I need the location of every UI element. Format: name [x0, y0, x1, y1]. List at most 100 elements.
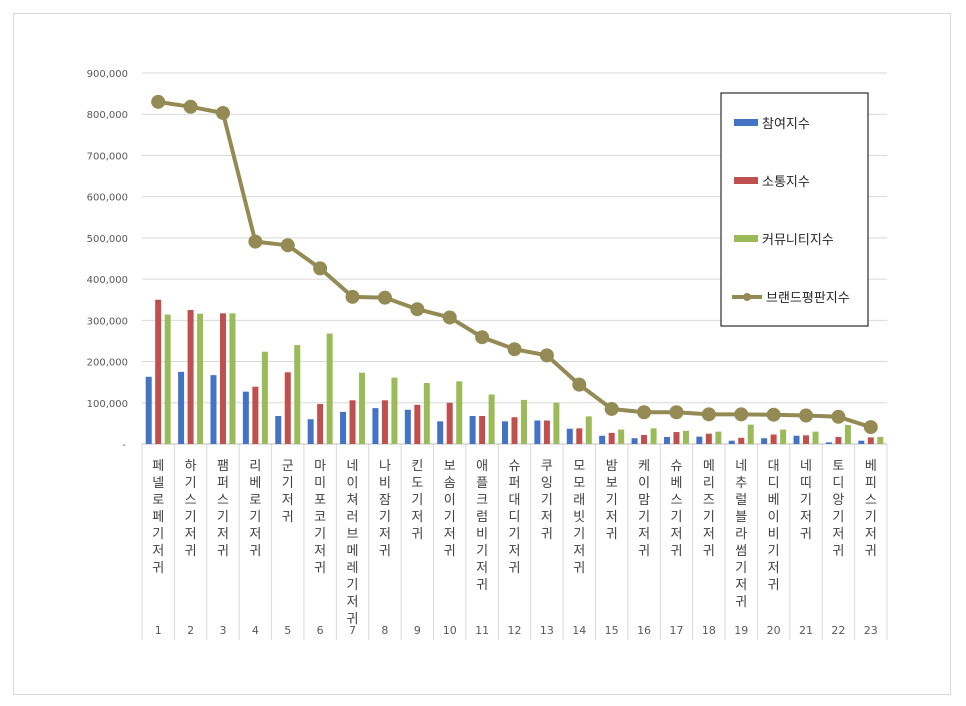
bar-2	[446, 402, 453, 444]
bar-3	[844, 425, 851, 444]
bar-2	[511, 417, 518, 444]
bar-2	[576, 428, 583, 444]
line-marker	[539, 348, 554, 363]
legend-label: 커뮤니티지수	[762, 233, 834, 248]
bar-2	[219, 313, 226, 444]
bar-1	[242, 391, 249, 444]
bar-3	[488, 394, 495, 444]
legend-swatch	[734, 119, 758, 126]
rank-label: 17	[669, 624, 683, 637]
rank-label: 6	[317, 624, 324, 637]
rank-label: 12	[508, 624, 522, 637]
line-marker	[377, 290, 392, 305]
line-marker	[637, 405, 652, 420]
rank-label: 1	[155, 624, 162, 637]
rank-label: 18	[702, 624, 716, 637]
legend-label: 브랜드평판지수	[766, 291, 850, 306]
bar-2	[770, 434, 777, 444]
line-marker	[345, 289, 360, 304]
line-marker	[215, 105, 230, 120]
y-tick-label: 300,000	[87, 316, 128, 327]
y-tick-label: 200,000	[87, 358, 128, 369]
bar-1	[145, 376, 152, 444]
bar-1	[469, 415, 476, 444]
bar-1	[663, 436, 670, 444]
bar-3	[423, 382, 430, 444]
bar-2	[187, 310, 194, 444]
rank-label: 15	[605, 624, 619, 637]
y-tick-label: 900,000	[87, 69, 128, 80]
line-marker	[863, 420, 878, 435]
rank-label: 2	[187, 624, 194, 637]
line-marker	[669, 405, 684, 420]
bar-3	[715, 431, 722, 444]
x-axis: 페 넬 로 페 기 저 귀 1 하 기 스 기 저 귀 2 팸 퍼 스 기 저 귀 3 리 베 로 기 저 귀 4 군 기 저 귀 5 마 미 포 코 기 저…	[141, 443, 888, 640]
bar-2	[705, 433, 712, 444]
bar-3	[197, 313, 204, 444]
rank-label: 9	[414, 624, 421, 637]
bar-3	[650, 428, 657, 444]
bar-3	[521, 399, 527, 444]
y-tick-label: 500,000	[87, 234, 128, 245]
y-tick-label: 400,000	[87, 275, 128, 286]
rank-label: 23	[864, 624, 878, 637]
legend-label: 참여지수	[762, 117, 810, 132]
y-tick-label: -	[122, 440, 126, 451]
bar-1	[178, 371, 185, 444]
bar-1	[761, 438, 768, 444]
bar-1	[307, 419, 314, 444]
rank-label: 21	[799, 624, 813, 637]
bar-2	[608, 432, 615, 444]
bar-3	[261, 351, 268, 444]
bar-3	[812, 431, 819, 444]
line-marker	[442, 310, 457, 325]
bar-1	[502, 421, 508, 444]
bar-3	[456, 381, 463, 444]
line-marker	[507, 342, 522, 357]
y-tick-label: 600,000	[87, 193, 128, 204]
bar-1	[534, 420, 541, 444]
legend-label: 소통지수	[762, 175, 810, 190]
bar-1	[631, 438, 638, 444]
bar-1	[437, 421, 444, 444]
y-axis: - 100,000 200,000 300,000 400,000 500,000 600,…	[87, 69, 128, 451]
rank-label: 11	[475, 624, 489, 637]
bar-3	[553, 402, 560, 444]
line-marker	[475, 330, 490, 345]
bar-2	[543, 420, 550, 444]
bar-1	[793, 435, 800, 444]
bar-3	[618, 429, 625, 444]
legend-marker	[743, 293, 751, 301]
rank-label: 10	[443, 624, 457, 637]
line-marker	[248, 234, 263, 249]
bar-1	[210, 375, 217, 444]
rank-label: 8	[381, 624, 388, 637]
bar-2	[414, 404, 421, 444]
bar-2	[349, 400, 356, 444]
y-tick-label: 800,000	[87, 110, 128, 121]
bar-1	[728, 440, 735, 444]
bar-3	[391, 377, 398, 444]
bar-3	[585, 416, 592, 444]
bar-2	[673, 432, 680, 444]
rank-label: 3	[219, 624, 226, 637]
rank-label: 13	[540, 624, 554, 637]
line-marker	[799, 408, 814, 423]
